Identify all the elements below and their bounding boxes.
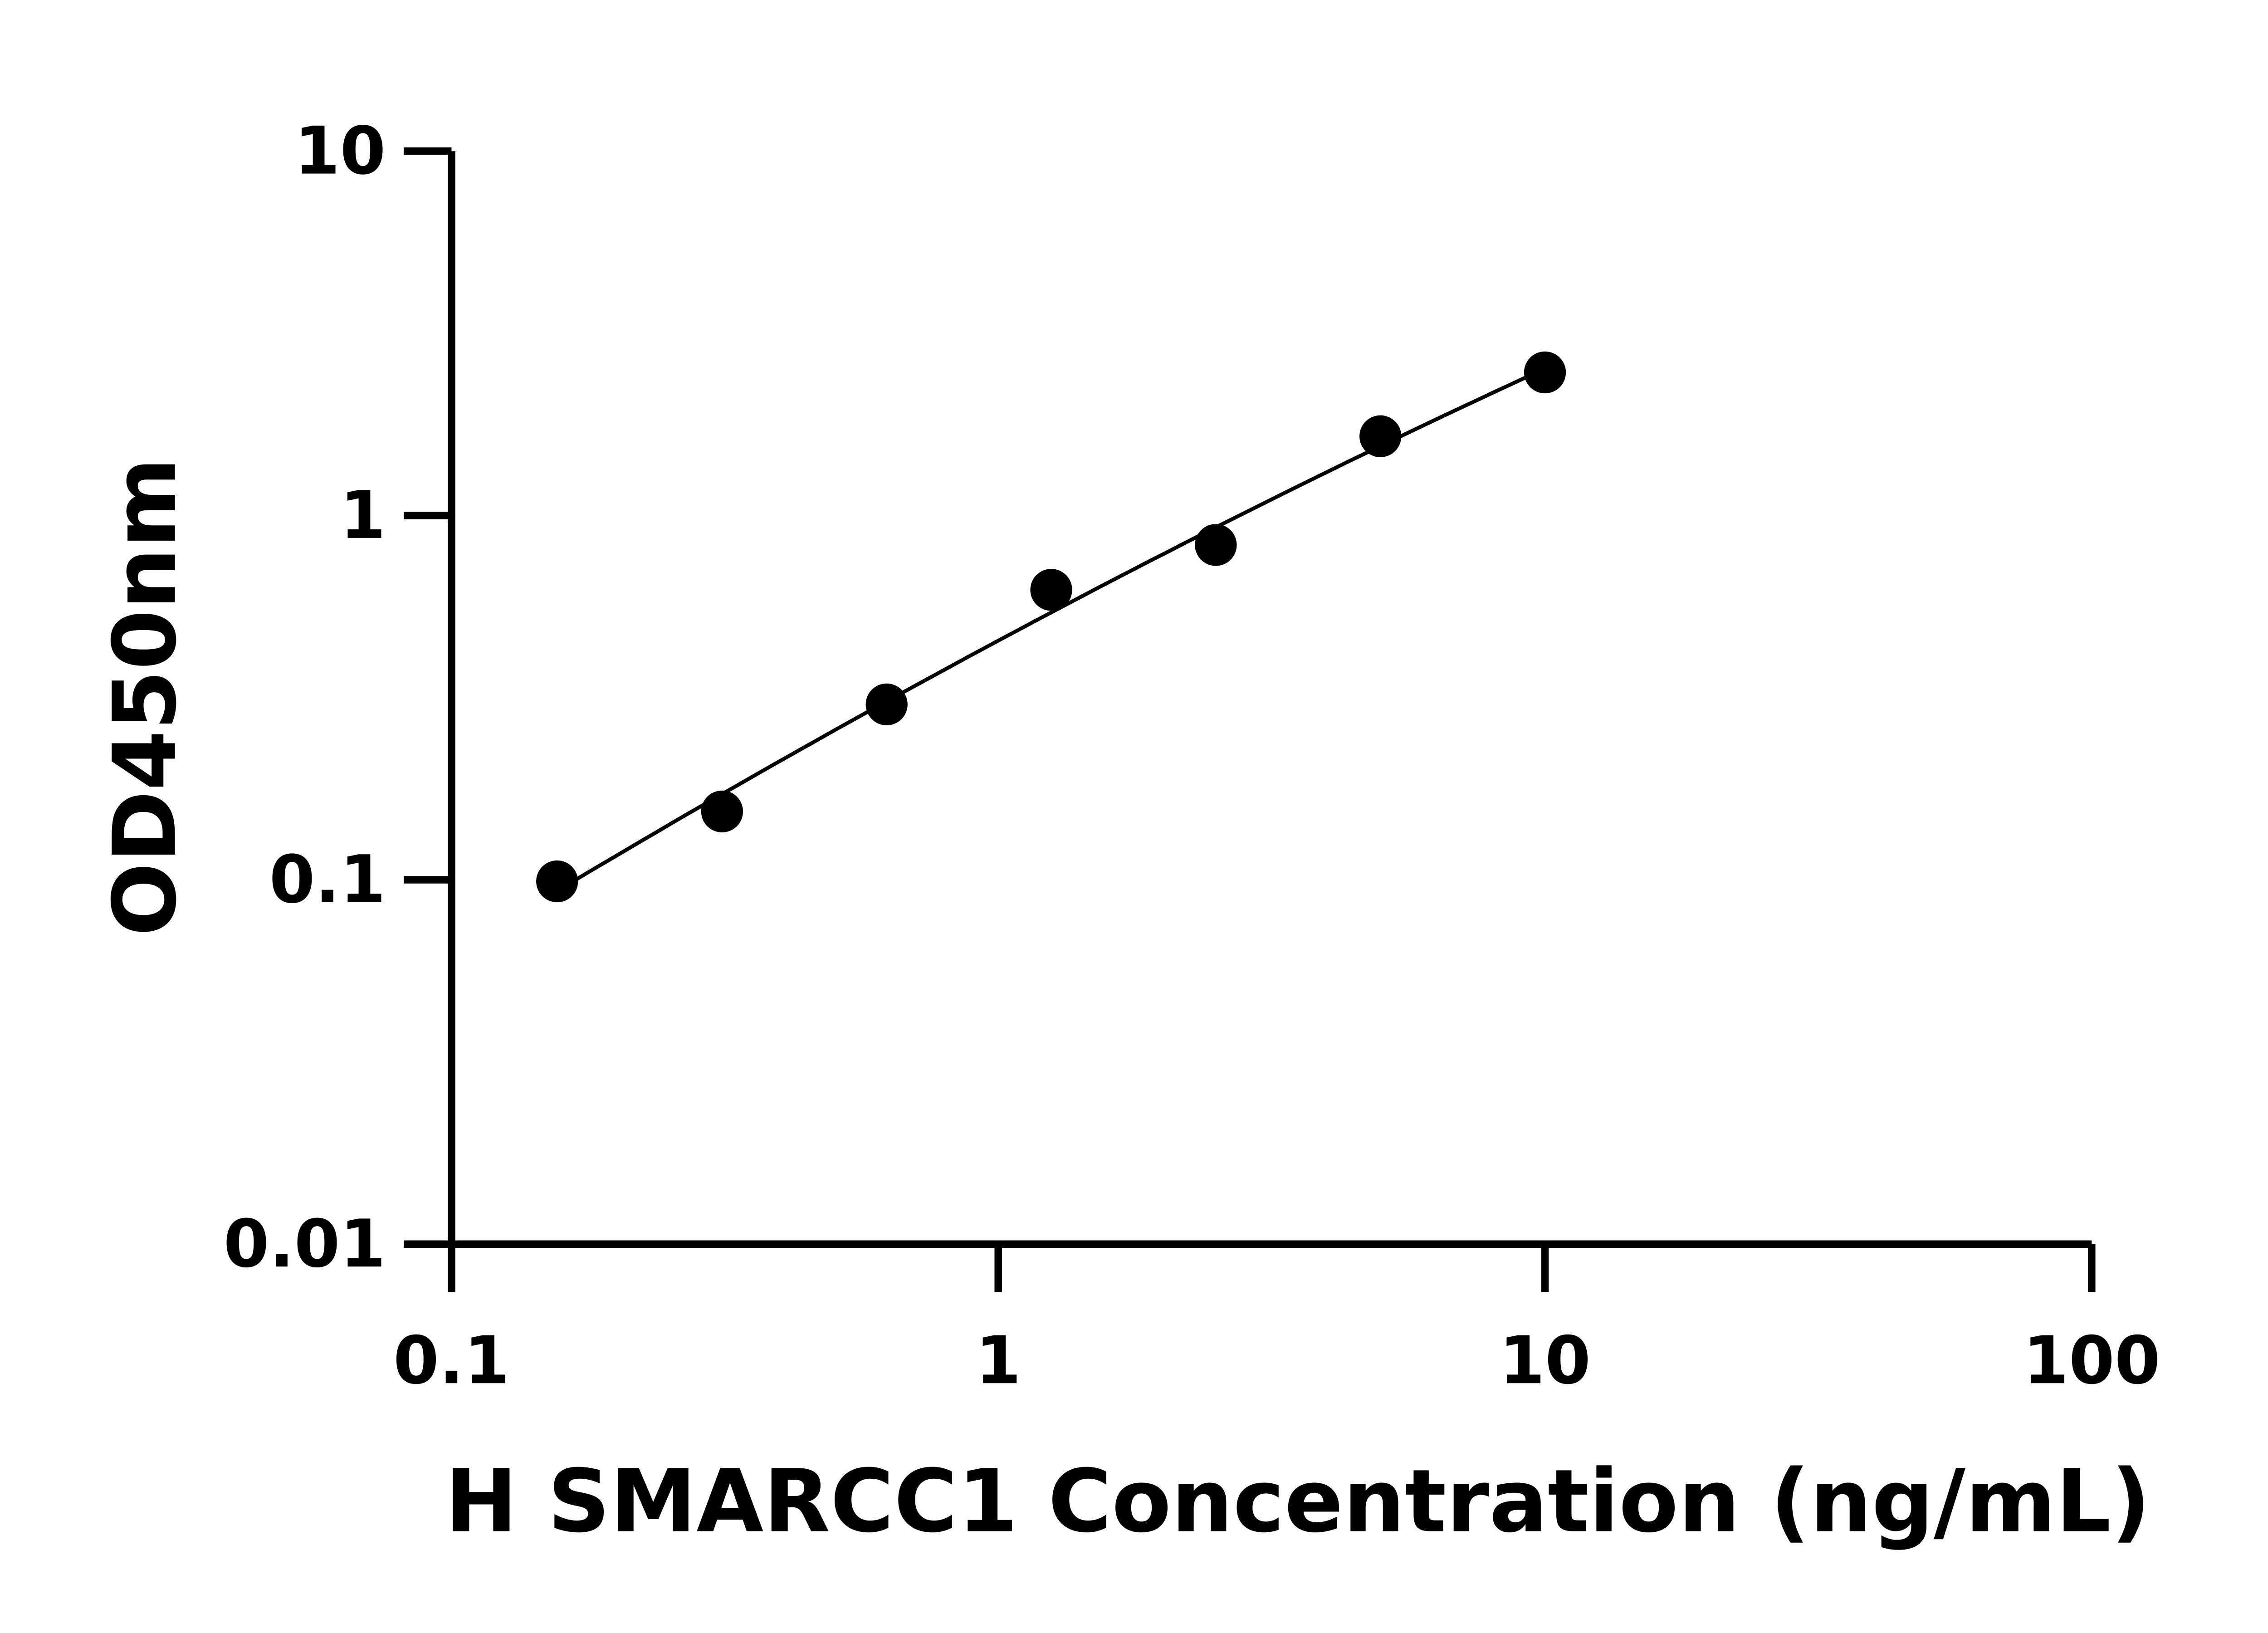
data-point xyxy=(1524,351,1566,394)
x-tick-label: 100 xyxy=(2023,1322,2160,1399)
data-point xyxy=(1359,415,1402,457)
data-point xyxy=(865,683,908,726)
y-axis-label: OD450nm xyxy=(95,458,196,936)
x-tick-label: 0.1 xyxy=(393,1322,510,1399)
y-tick-label: 0.01 xyxy=(224,1206,386,1282)
data-point xyxy=(536,860,578,903)
y-tick-label: 0.1 xyxy=(269,841,386,918)
data-points xyxy=(536,351,1566,903)
data-point xyxy=(1195,524,1237,566)
x-tick-label: 1 xyxy=(975,1322,1021,1399)
y-tick-label: 1 xyxy=(340,477,386,554)
data-point xyxy=(1030,569,1072,611)
data-point xyxy=(701,790,743,833)
x-axis-label: H SMARCC1 Concentration (ng/mL) xyxy=(445,1452,2151,1552)
y-tick-label: 10 xyxy=(294,113,386,190)
x-tick-label: 10 xyxy=(1499,1322,1591,1399)
